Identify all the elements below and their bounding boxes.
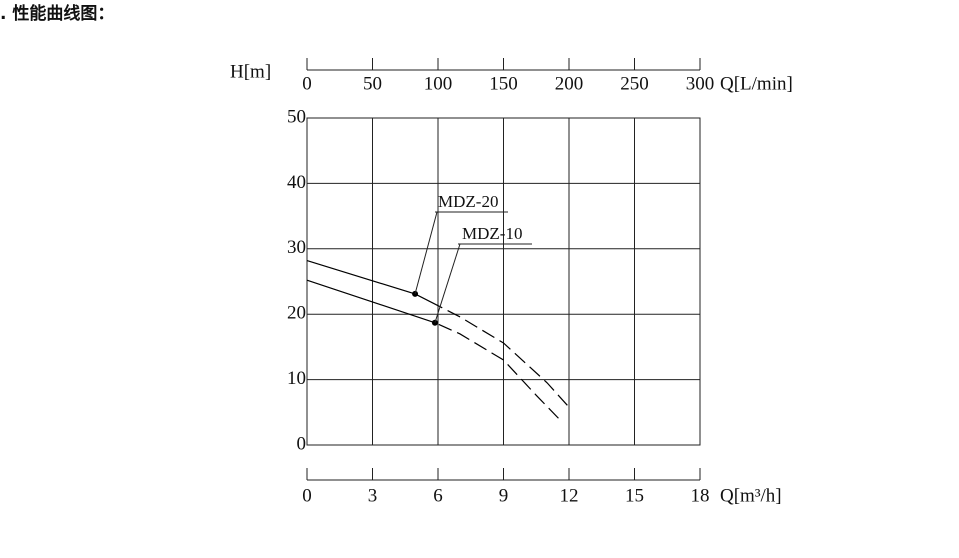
top-tick-label: 100 [424, 73, 453, 94]
y-axis-label: H[m] [230, 61, 271, 82]
series-label: MDZ-20 [438, 192, 498, 211]
top-tick-label: 200 [555, 73, 584, 94]
top-tick-label: 250 [620, 73, 649, 94]
x-tick-label: 9 [499, 485, 509, 506]
top-axis-label: Q[L/min] [720, 73, 793, 94]
y-tick-label: 50 [287, 106, 306, 127]
top-tick-label: 150 [489, 73, 518, 94]
x-tick-label: 6 [433, 485, 443, 506]
x-tick-label: 3 [368, 485, 378, 506]
top-tick-label: 50 [363, 73, 382, 94]
x-tick-label: 12 [560, 485, 579, 506]
y-tick-label: 20 [287, 303, 306, 324]
y-tick-label: 0 [297, 433, 307, 454]
x-tick-label: 0 [302, 485, 312, 506]
x-tick-label: 18 [691, 485, 710, 506]
x-axis-label: Q[m³/h] [720, 485, 782, 506]
y-tick-label: 10 [287, 368, 306, 389]
curve [306, 279, 561, 421]
x-tick-label: 15 [625, 485, 644, 506]
heading: . 性能曲线图： [0, 3, 114, 24]
curve [306, 259, 579, 418]
top-tick-label: 300 [686, 73, 715, 94]
leader-line [414, 211, 438, 295]
y-tick-label: 40 [287, 172, 306, 193]
series-label: MDZ-10 [462, 224, 522, 243]
leader-line [434, 243, 461, 323]
top-tick-label: 0 [302, 73, 312, 94]
y-tick-label: 30 [287, 237, 306, 258]
